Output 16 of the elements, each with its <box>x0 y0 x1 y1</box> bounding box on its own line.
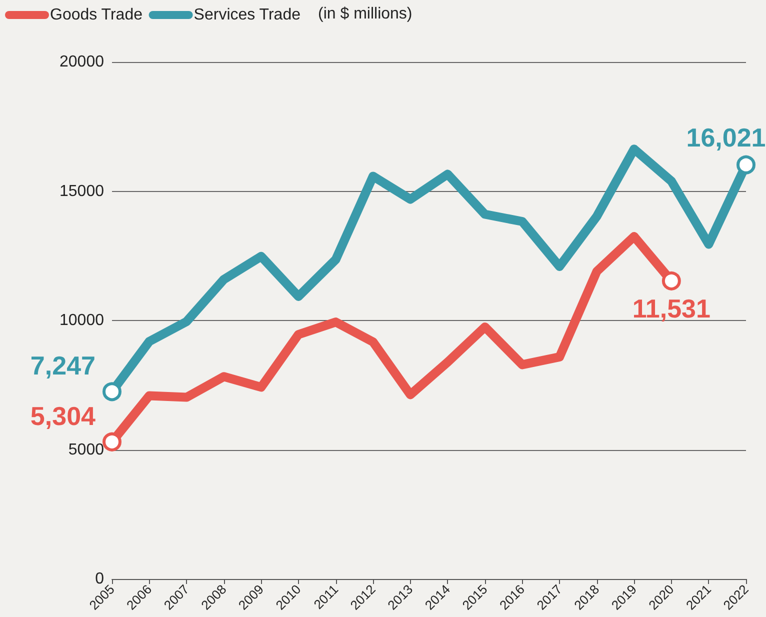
legend-label: Goods Trade <box>50 6 143 24</box>
y-tick-label: 10000 <box>60 312 104 329</box>
text: (in $ millions) <box>318 6 412 22</box>
point <box>102 432 122 452</box>
data-label: 16,021 <box>686 122 766 152</box>
point <box>736 155 756 174</box>
y-tick-label: 5000 <box>68 441 104 458</box>
data-label: 7,247 <box>30 350 96 381</box>
legend-label: Services Trade <box>194 6 301 24</box>
point <box>102 382 122 402</box>
y-tick-label: 0 <box>95 570 104 588</box>
data-label: 11,531 <box>632 293 710 324</box>
data-label: 5,304 <box>30 400 96 431</box>
y-tick-label: 15000 <box>60 182 104 200</box>
y-tick-label: 20000 <box>60 54 104 70</box>
point <box>662 271 681 290</box>
